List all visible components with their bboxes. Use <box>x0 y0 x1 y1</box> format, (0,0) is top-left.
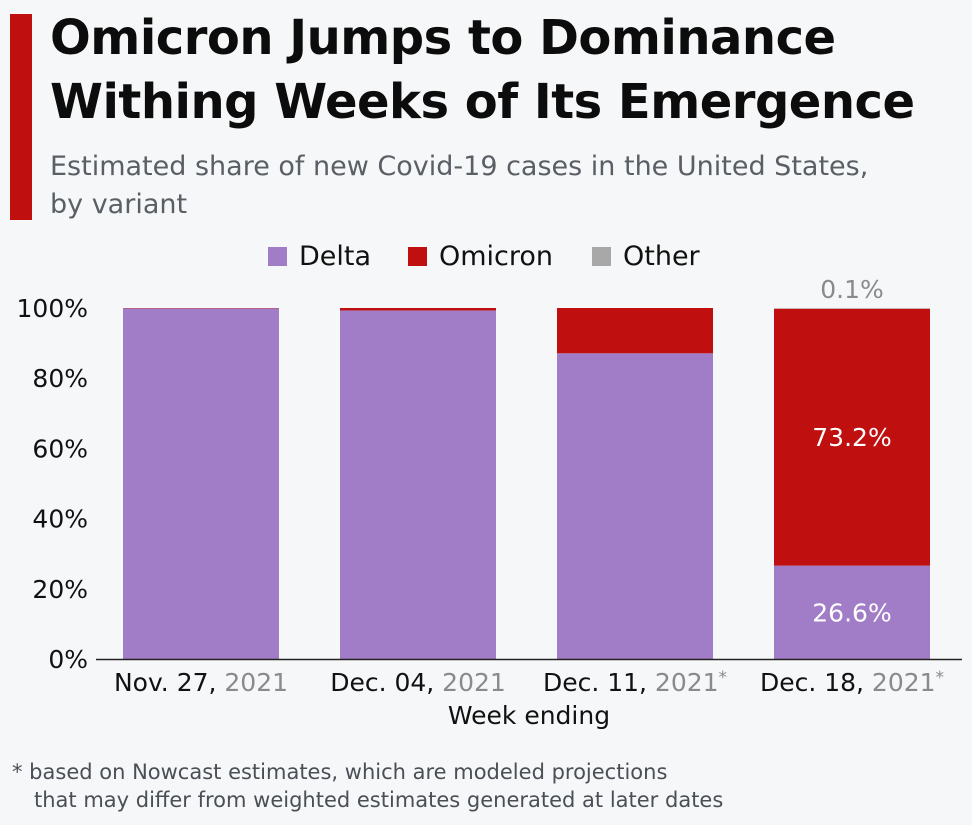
y-tick-label: 20% <box>32 575 88 604</box>
data-label-delta: 26.6% <box>812 598 891 627</box>
x-tick-label: Nov. 27, 2021 <box>114 668 288 697</box>
y-tick-label: 60% <box>32 434 88 463</box>
bar-delta <box>557 353 713 659</box>
chart-title-line-1: Omicron Jumps to Dominance <box>50 10 836 66</box>
bar-omicron <box>340 308 496 311</box>
x-axis-title: Week ending <box>448 701 610 730</box>
chart-subtitle-line-2: by variant <box>50 189 188 220</box>
chart-subtitle: Estimated share of new Covid-19 cases in… <box>50 148 965 224</box>
legend-item-omicron: Omicron <box>408 236 553 276</box>
legend-swatch-delta <box>268 246 287 266</box>
footnote-line-1: * based on Nowcast estimates, which are … <box>12 760 668 784</box>
legend-label-omicron: Omicron <box>439 240 554 272</box>
data-label-omicron: 73.2% <box>812 423 891 452</box>
y-tick-label: 100% <box>17 294 88 323</box>
legend-item-other: Other <box>592 236 700 276</box>
bar-delta <box>774 565 930 659</box>
legend-item-delta: Delta <box>268 236 371 276</box>
bar-omicron <box>557 308 713 354</box>
chart-title: Omicron Jumps to Dominance Withing Weeks… <box>50 6 965 134</box>
footnote-line-2: that may differ from weighted estimates … <box>34 788 724 812</box>
chart-title-line-2: Withing Weeks of Its Emergence <box>50 74 915 130</box>
legend-label-other: Other <box>623 240 700 272</box>
footnote: * based on Nowcast estimates, which are … <box>12 758 952 814</box>
x-tick-label: Dec. 18, 2021* <box>760 668 944 697</box>
data-label-other: 0.1% <box>820 275 884 304</box>
accent-bar <box>10 14 32 220</box>
y-tick-label: 80% <box>32 364 88 393</box>
legend-swatch-omicron <box>408 246 427 266</box>
legend: Delta Omicron Other <box>0 236 972 276</box>
x-tick-label: Dec. 04, 2021 <box>330 668 506 697</box>
bar-delta <box>123 308 279 659</box>
stacked-bar-chart: 0% 20% 40% 60% 80% 100% Nov. 27, 2021 Dec. 04, … <box>17 275 962 730</box>
y-tick-label: 0% <box>48 645 88 674</box>
x-tick-label: Dec. 11, 2021* <box>543 668 727 697</box>
chart-subtitle-line-1: Estimated share of new Covid-19 cases in… <box>50 151 869 182</box>
legend-swatch-other <box>592 246 611 266</box>
y-tick-label: 40% <box>32 505 88 534</box>
bar-delta <box>340 310 496 659</box>
bar-omicron <box>774 308 930 566</box>
legend-label-delta: Delta <box>299 240 372 272</box>
